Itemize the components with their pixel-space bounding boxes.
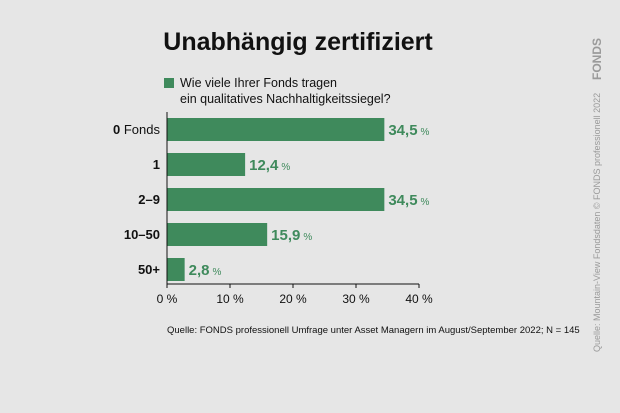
value-label-unit: % <box>281 162 290 173</box>
x-tick-label: 40 % <box>405 292 433 306</box>
category-label: 10–50 <box>124 227 160 242</box>
legend-swatch <box>164 78 174 88</box>
side-note-group: Quelle: Mountain-View Fondsdaten © FONDS… <box>592 93 602 352</box>
x-tick-label: 20 % <box>279 292 307 306</box>
category-label-suffix: Fonds <box>120 122 160 137</box>
plot-area: 0 Fonds 34,5 % 1 12,4 % 2–9 34,5 % 10–50 15,9 % 50+ 2… <box>113 112 433 306</box>
x-tick-label: 10 % <box>216 292 244 306</box>
category-label-main: 0 <box>113 122 120 137</box>
category-label-main: 2–9 <box>138 192 160 207</box>
side-note: Quelle: Mountain-View Fondsdaten © FONDS… <box>592 93 602 352</box>
category-label: 50+ <box>138 262 160 277</box>
category-label: 2–9 <box>138 192 160 207</box>
value-label: 2,8% <box>189 262 222 279</box>
value-label-number: 34,5 <box>388 192 417 209</box>
value-label: 34,5% <box>388 122 429 139</box>
category-label-main: 50+ <box>138 262 160 277</box>
logo-group: FONDS <box>590 38 604 80</box>
value-label-number: 34,5 <box>388 122 417 139</box>
category-label: 0 Fonds <box>113 122 160 137</box>
value-label-unit: % <box>421 127 430 138</box>
value-label: 15,9% <box>271 227 312 244</box>
legend-line-2: ein qualitatives Nachhaltigkeitssiegel? <box>180 92 391 106</box>
category-label: 1 <box>153 157 160 172</box>
value-label-unit: % <box>421 197 430 208</box>
logo: FONDS <box>590 38 604 80</box>
value-label-unit: % <box>212 267 221 278</box>
x-tick-label: 0 % <box>157 292 178 306</box>
bar <box>167 188 385 211</box>
value-label: 12,4% <box>249 157 290 174</box>
bar <box>167 153 246 176</box>
value-label-number: 2,8 <box>189 262 210 279</box>
value-label-number: 15,9 <box>271 227 300 244</box>
value-label: 34,5% <box>388 192 429 209</box>
category-label-main: 10–50 <box>124 227 160 242</box>
legend: Wie viele Ihrer Fonds tragen ein qualita… <box>164 76 391 106</box>
bar <box>167 223 268 246</box>
bar <box>167 258 185 281</box>
source-note: Quelle: FONDS professionell Umfrage unte… <box>167 325 580 336</box>
chart-title: Unabhängig zertifiziert <box>163 28 433 56</box>
bar <box>167 118 385 141</box>
value-label-number: 12,4 <box>249 157 279 174</box>
legend-line-1: Wie viele Ihrer Fonds tragen <box>180 76 337 90</box>
value-label-unit: % <box>303 232 312 243</box>
x-tick-label: 30 % <box>342 292 370 306</box>
category-label-main: 1 <box>153 157 160 172</box>
